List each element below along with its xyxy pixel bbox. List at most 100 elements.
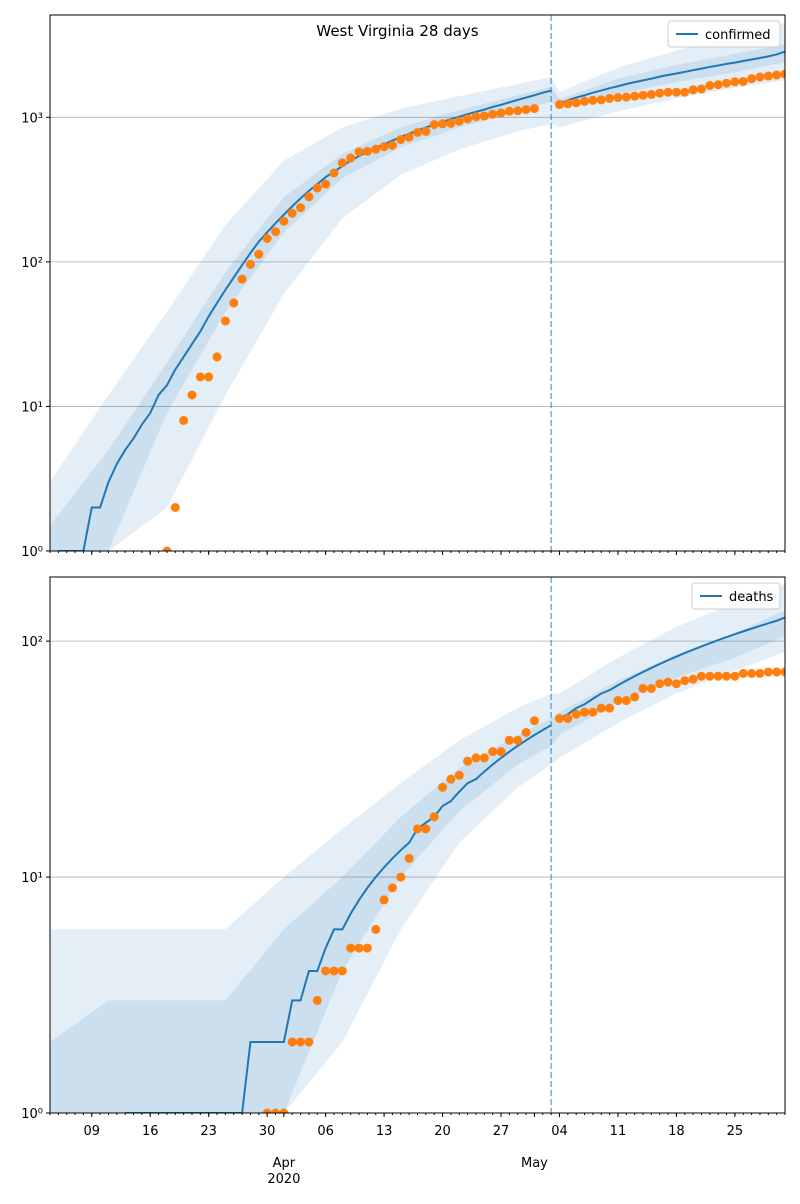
observed-point — [371, 144, 381, 154]
observed-point — [337, 158, 347, 168]
observed-point — [613, 696, 623, 706]
observed-point — [287, 208, 297, 218]
observed-point — [212, 352, 222, 362]
observed-point — [387, 883, 397, 893]
observed-point — [554, 100, 564, 110]
observed-point — [688, 674, 698, 684]
observed-point — [638, 683, 648, 693]
observed-point — [262, 1108, 272, 1113]
observed-point — [763, 71, 773, 81]
y-tick-label: 10¹ — [21, 400, 43, 415]
observed-point — [271, 1108, 281, 1113]
observed-point — [237, 274, 247, 284]
observed-point — [496, 108, 506, 118]
observed-point — [554, 713, 564, 723]
observed-point — [438, 782, 448, 792]
observed-point — [254, 249, 264, 259]
y-tick-label: 10⁰ — [21, 1107, 43, 1122]
x-tick-label: 20 — [434, 1124, 451, 1139]
observed-point — [271, 227, 281, 237]
observed-point — [421, 126, 431, 136]
observed-point — [438, 119, 448, 129]
observed-point — [713, 671, 723, 681]
observed-point — [680, 676, 690, 686]
observed-point — [429, 812, 439, 822]
observed-point — [521, 727, 531, 737]
observed-point — [588, 707, 598, 717]
observed-point — [346, 943, 356, 953]
x-tick-label: 16 — [142, 1124, 159, 1139]
observed-point — [279, 1108, 289, 1113]
x-tick-label: 18 — [668, 1124, 685, 1139]
observed-point — [413, 127, 422, 137]
x-tick-label: 09 — [83, 1124, 100, 1139]
observed-point — [513, 735, 523, 745]
observed-point — [738, 668, 748, 678]
uncertainty-band — [50, 22, 785, 551]
observed-point — [162, 546, 172, 551]
x-tick-label: 06 — [317, 1124, 334, 1139]
observed-point — [346, 153, 356, 163]
legend-label: deaths — [729, 590, 774, 605]
plot-area — [50, 583, 785, 1113]
observed-point — [663, 87, 673, 97]
observed-point — [755, 72, 765, 82]
uncertainty-band — [50, 583, 785, 1113]
x-tick-label: 13 — [376, 1124, 393, 1139]
observed-point — [304, 192, 314, 202]
observed-point — [580, 96, 590, 106]
observed-point — [696, 84, 706, 94]
observed-point — [504, 735, 514, 745]
observed-point — [705, 671, 715, 681]
observed-point — [722, 671, 732, 681]
x-tick-label: 30 — [259, 1124, 276, 1139]
observed-point — [705, 80, 715, 90]
observed-point — [605, 93, 615, 103]
observed-point — [179, 415, 189, 425]
observed-point — [613, 93, 623, 103]
y-tick-label: 10² — [21, 635, 43, 650]
series-line — [125, 616, 785, 1113]
observed-point — [630, 692, 640, 702]
observed-point — [195, 372, 205, 382]
observed-point — [321, 179, 331, 189]
x-month-label: May — [521, 1156, 548, 1171]
observed-point — [404, 132, 414, 142]
observed-point — [780, 69, 785, 79]
observed-point — [396, 135, 406, 145]
observed-point — [379, 142, 389, 152]
observed-point — [596, 95, 606, 105]
observed-point — [396, 872, 406, 882]
observed-point — [521, 105, 531, 115]
observed-point — [329, 966, 339, 976]
observed-point — [755, 668, 765, 678]
observed-point — [671, 679, 681, 689]
observed-point — [354, 943, 364, 953]
observed-point — [337, 966, 347, 976]
y-tick-label: 10¹ — [21, 871, 43, 886]
plot-area — [50, 22, 785, 551]
x-tick-label: 04 — [551, 1124, 568, 1139]
observed-point — [655, 679, 665, 689]
observed-point — [529, 104, 539, 114]
observed-point — [696, 671, 706, 681]
observed-point — [747, 668, 757, 678]
observed-point — [279, 216, 289, 226]
observed-point — [429, 120, 439, 130]
observed-point — [170, 502, 180, 512]
observed-point — [730, 671, 740, 681]
observed-point — [312, 995, 322, 1005]
observed-point — [454, 770, 464, 780]
observed-point — [362, 146, 372, 156]
observed-point — [321, 966, 331, 976]
observed-point — [713, 80, 723, 90]
observed-point — [262, 234, 272, 244]
observed-point — [204, 372, 214, 382]
observed-point — [722, 78, 732, 88]
observed-point — [479, 111, 489, 121]
observed-point — [471, 753, 481, 763]
observed-point — [638, 90, 648, 100]
observed-point — [646, 683, 656, 693]
observed-point — [187, 390, 197, 400]
x-tick-label: 25 — [727, 1124, 744, 1139]
